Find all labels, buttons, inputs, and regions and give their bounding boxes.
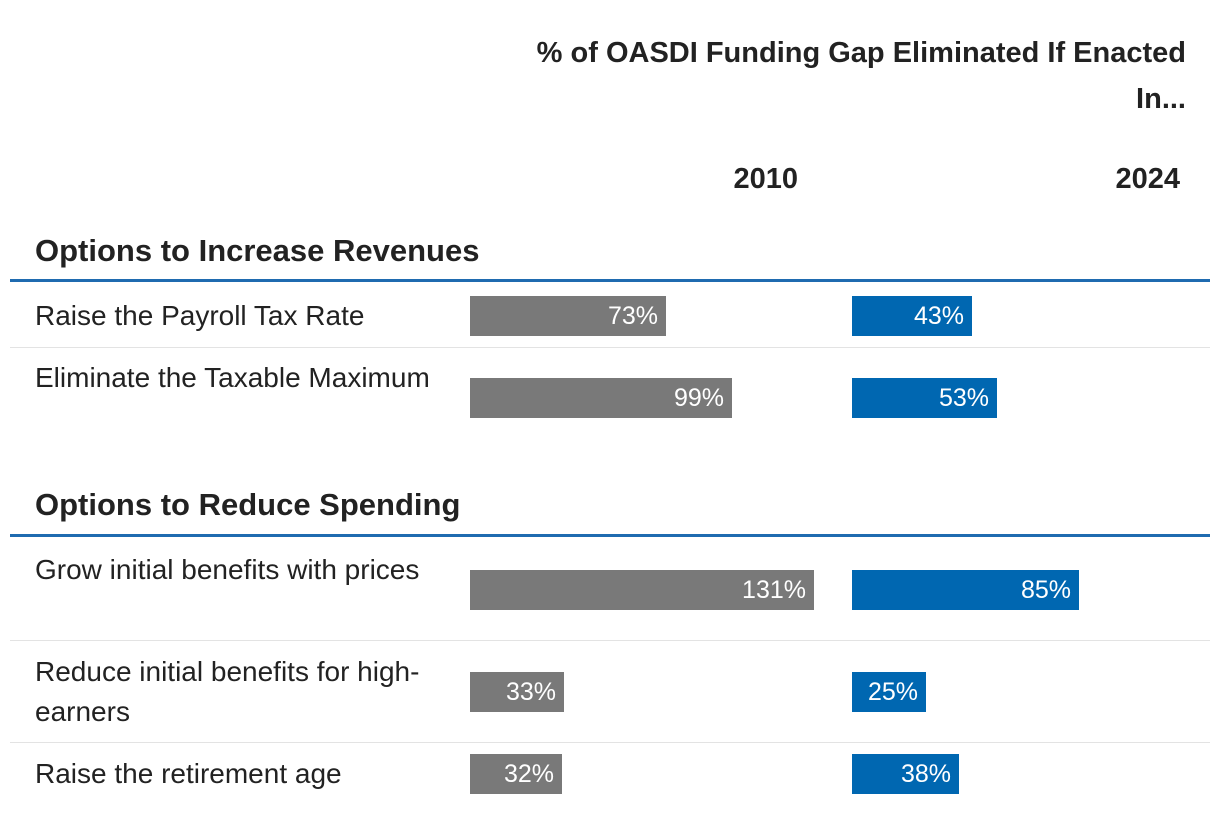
bar-value-label: 131% (742, 576, 806, 604)
chart-title: % of OASDI Funding Gap Eliminated If Ena… (536, 37, 1186, 115)
row-label: Reduce initial benefits for high-earners (35, 656, 420, 727)
bar-2010: 131% (470, 570, 814, 610)
row-label: Raise the retirement age (35, 758, 342, 789)
bar-2010: 32% (470, 754, 562, 794)
row-label: Eliminate the Taxable Maximum (35, 362, 430, 393)
bar-value-label: 32% (503, 760, 554, 788)
section-divider (10, 534, 1210, 537)
column-header-2024: 2024 (1115, 163, 1180, 195)
row-label: Raise the Payroll Tax Rate (35, 300, 365, 331)
bar-value-label: 25% (867, 678, 918, 706)
bar-2024: 25% (852, 672, 926, 712)
section-title-spending: Options to Reduce Spending (35, 487, 461, 522)
bar-2010: 33% (470, 672, 564, 712)
row-divider (10, 742, 1210, 743)
row-label: Grow initial benefits with prices (35, 554, 420, 585)
bar-2024: 43% (852, 296, 972, 336)
section-divider (10, 279, 1210, 282)
bar-2024: 85% (852, 570, 1079, 610)
section-title-revenues: Options to Increase Revenues (35, 233, 480, 268)
bar-value-label: 99% (673, 384, 724, 412)
bar-2010: 99% (470, 378, 732, 418)
row-divider (10, 347, 1210, 348)
bar-value-label: 33% (505, 678, 556, 706)
bar-value-label: 73% (607, 302, 658, 330)
bar-2024: 38% (852, 754, 959, 794)
bar-value-label: 43% (913, 302, 964, 330)
bar-2010: 73% (470, 296, 666, 336)
bar-value-label: 38% (900, 760, 951, 788)
bar-value-label: 85% (1020, 576, 1071, 604)
bar-value-label: 53% (938, 384, 989, 412)
column-header-2010: 2010 (733, 163, 798, 195)
row-divider (10, 640, 1210, 641)
bar-2024: 53% (852, 378, 997, 418)
